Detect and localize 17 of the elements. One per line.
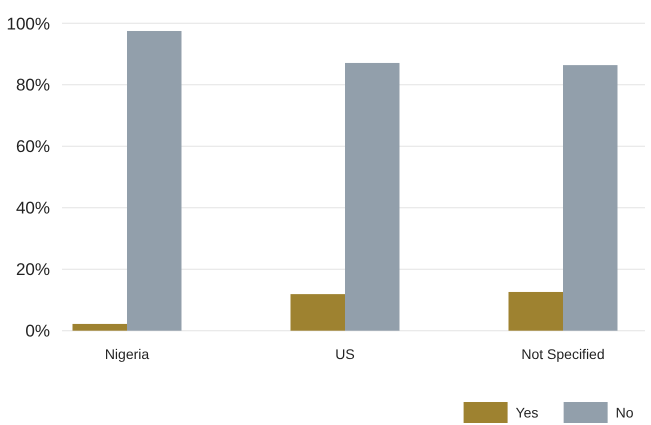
legend-label: Yes <box>516 404 538 420</box>
bar <box>563 65 618 331</box>
bar <box>508 292 563 331</box>
bar <box>72 324 127 331</box>
bar <box>127 30 182 331</box>
y-tick-label: 20% <box>16 260 50 280</box>
y-tick-label: 80% <box>16 76 50 95</box>
bar <box>290 294 345 331</box>
y-tick-label: 100% <box>6 14 50 34</box>
y-tick-label: 60% <box>16 137 50 156</box>
x-tick-label: US <box>335 346 355 362</box>
legend-label: No <box>616 404 634 420</box>
x-tick-label: Not Specified <box>521 346 605 362</box>
y-tick-label: 40% <box>16 198 50 218</box>
x-tick-label: Nigeria <box>104 346 150 362</box>
y-tick-label: 0% <box>25 322 50 341</box>
bar <box>345 62 400 331</box>
